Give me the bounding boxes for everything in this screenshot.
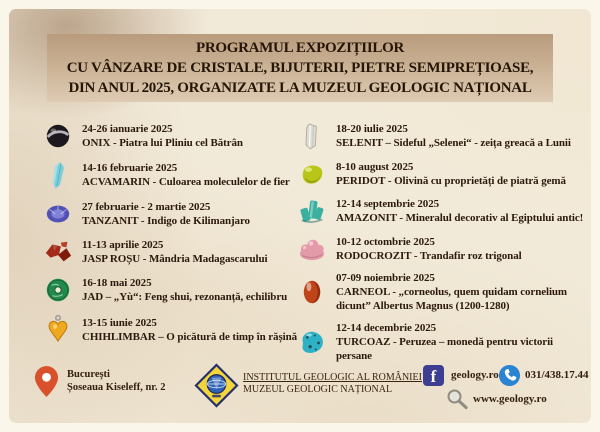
event-title: JASP ROȘU - Mândria Madagascarului [82,253,268,265]
event-item-onix: 24-26 ianuarie 2025 ONIX - Piatra lui Pl… [43,121,305,151]
event-item-jasp-rosu: 11-13 aprilie 2025 JASP ROȘU - Mândria M… [43,237,305,267]
aquamarine-crystal-icon [43,159,73,191]
event-date: 18-20 iulie 2025 [336,123,408,135]
events-left-column: 24-26 ianuarie 2025 ONIX - Piatra lui Pl… [43,121,305,355]
event-date: 16-18 mai 2025 [82,277,152,289]
institute-name-line1: INSTITUTUL GEOLOGIC AL ROMÂNIEI [243,372,422,383]
event-date: 27 februarie - 2 martie 2025 [82,201,211,213]
event-item-turcoaz: 12-14 decembrie 2025 TURCOAZ - Peruzea –… [297,321,589,363]
museum-address: București Șoseaua Kiseleff, nr. 2 [67,368,166,394]
event-title: ONIX - Piatra lui Pliniu cel Bătrân [82,137,243,149]
jade-disc-icon [43,275,73,305]
event-title: SELENIT – Sideful „Selenei“ - zeița grea… [336,137,571,149]
facebook-handle: geology.ro [451,369,499,381]
event-date: 12-14 septembrie 2025 [336,198,439,210]
institute-name-line2: MUZEUL GEOLOGIC NAȚIONAL [243,384,393,395]
peridot-stone-icon [297,160,327,188]
event-title: JAD – „Yù“: Feng shui, rezonanță, echili… [82,291,288,303]
tanzanite-gem-icon [43,199,73,229]
phone-icon [498,364,521,392]
search-icon [445,387,469,416]
event-date: 24-26 ianuarie 2025 [82,123,173,135]
event-date: 14-16 februarie 2025 [82,162,178,174]
phone-number: 031/438.17.44 [525,369,589,381]
poster-title-banner: PROGRAMUL EXPOZIȚIILOR CU VÂNZARE DE CRI… [47,34,553,102]
event-item-peridot: 8-10 august 2025 PERIDOT - Olivină cu pr… [297,159,589,188]
selenite-crystal-icon [297,121,327,151]
location-pin-icon [34,365,59,403]
events-right-column: 18-20 iulie 2025 SELENIT – Sideful „Sele… [297,121,589,371]
event-item-rodocrozit: 10-12 octombrie 2025 RODOCROZIT - Tranda… [297,234,589,263]
amber-heart-pendant-icon [43,313,73,347]
geological-institute-logo-icon [194,363,239,413]
event-item-selenit: 18-20 iulie 2025 SELENIT – Sideful „Sele… [297,121,589,151]
event-date: 8-10 august 2025 [336,160,414,173]
event-item-jad: 16-18 mai 2025 JAD – „Yù“: Feng shui, re… [43,275,305,305]
event-title: PERIDOT - Olivină cu proprietăți de piat… [336,174,566,187]
onyx-stone-icon [43,121,73,151]
event-item-acvamarin: 14-16 februarie 2025 ACVAMARIN - Culoare… [43,159,305,191]
event-title: CARNEOL - „corneolus, quem quidam cornel… [336,286,567,312]
event-date: 10-12 octombrie 2025 [336,235,435,248]
institute-name: INSTITUTUL GEOLOGIC AL ROMÂNIEI MUZEUL G… [243,372,422,396]
event-title: ACVAMARIN - Culoarea moleculelor de fier [82,176,290,188]
event-item-carneol: 07-09 noiembrie 2025 CARNEOL - „corneolu… [297,271,589,313]
event-title: TURCOAZ - Peruzea – monedă pentru victor… [336,336,553,362]
event-title: AMAZONIT - Mineralul decorativ al Egiptu… [336,212,584,224]
address-street: Șoseaua Kiseleff, nr. 2 [67,382,166,393]
event-title: TANZANIT - Indigo de Kilimanjaro [82,215,250,227]
website-url: www.geology.ro [473,393,547,405]
turquoise-nugget-icon [297,328,327,356]
carnelian-cabochon-icon [297,276,327,308]
exhibition-poster: PROGRAMUL EXPOZIȚIILOR CU VÂNZARE DE CRI… [9,9,591,423]
poster-title-line2: CU VÂNZARE DE CRISTALE, BIJUTERII, PIETR… [66,60,534,76]
footer: București Șoseaua Kiseleff, nr. 2 INSTIT… [9,363,591,415]
poster-title-line1: PROGRAMUL EXPOZIȚIILOR [195,40,404,56]
event-date: 07-09 noiembrie 2025 [336,272,435,284]
event-item-tanzanit: 27 februarie - 2 martie 2025 TANZANIT - … [43,199,305,229]
event-item-amazonit: 12-14 septembrie 2025 AMAZONIT - Mineral… [297,196,589,226]
poster-title-line3: DIN ANUL 2025, ORGANIZATE LA MUZEUL GEOL… [68,80,532,96]
facebook-f-glyph: f [423,365,444,386]
amazonite-cluster-icon [297,196,327,226]
red-jasper-stone-icon [43,237,73,267]
event-date: 13-15 iunie 2025 [82,317,157,329]
rhodochrosite-cluster-icon [297,236,327,262]
event-title: RODOCROZIT - Trandafir roz trigonal [336,249,522,262]
event-title: CHIHLIMBAR – O picătură de timp în rășin… [82,331,297,343]
event-item-chihlimbar: 13-15 iunie 2025 CHIHLIMBAR – O picătură… [43,313,305,347]
facebook-icon: f [423,365,444,386]
event-date: 11-13 aprilie 2025 [82,239,164,251]
event-date: 12-14 decembrie 2025 [336,322,437,334]
address-city: București [67,369,110,380]
